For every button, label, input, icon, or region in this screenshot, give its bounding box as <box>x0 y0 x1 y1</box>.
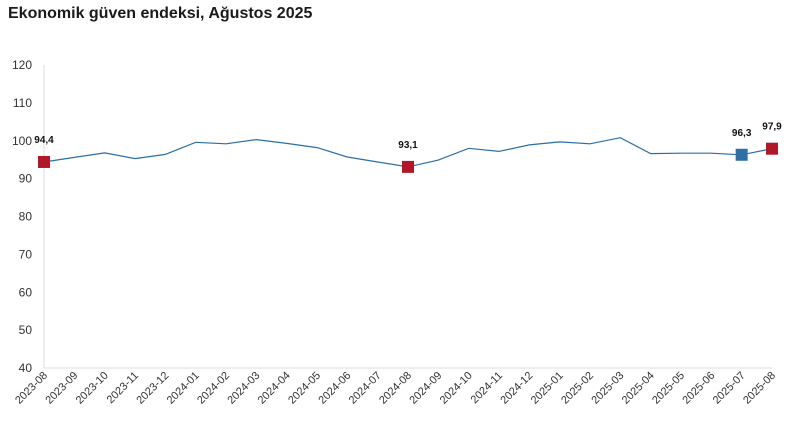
x-tick-label: 2025-04 <box>620 370 657 407</box>
highlight-marker <box>735 148 748 161</box>
x-tick-label: 2024-09 <box>407 370 444 407</box>
highlight-marker <box>38 155 50 168</box>
x-tick-label: 2024-03 <box>225 370 262 407</box>
data-label: 94,4 <box>34 135 54 146</box>
y-tick-label: 90 <box>19 172 33 186</box>
x-tick-label: 2024-05 <box>286 370 323 407</box>
highlight-marker <box>402 160 414 173</box>
x-axis: 2023-082023-092023-102023-112023-122024-… <box>13 367 778 407</box>
x-tick-label: 2025-05 <box>650 370 687 407</box>
x-tick-label: 2024-01 <box>165 370 202 407</box>
x-tick-label: 2024-06 <box>316 370 353 407</box>
x-tick-label: 2025-01 <box>529 370 566 407</box>
y-tick-label: 120 <box>12 58 32 72</box>
x-tick-label: 2024-10 <box>438 370 475 407</box>
data-label: 96,3 <box>732 128 752 139</box>
y-tick-label: 60 <box>19 285 33 299</box>
y-tick-label: 110 <box>13 96 32 110</box>
x-tick-label: 2024-08 <box>377 370 414 407</box>
x-tick-label: 2024-07 <box>347 370 384 407</box>
x-tick-label: 2025-07 <box>711 370 748 407</box>
y-tick-label: 50 <box>19 323 33 337</box>
x-tick-label: 2025-03 <box>589 370 626 407</box>
highlight-marker <box>766 142 778 155</box>
x-tick-label: 2023-10 <box>74 370 111 407</box>
x-tick-label: 2024-12 <box>498 370 535 407</box>
x-tick-label: 2023-09 <box>43 370 80 407</box>
data-label: 97,9 <box>762 122 782 133</box>
x-tick-label: 2023-12 <box>134 370 171 407</box>
x-tick-label: 2023-08 <box>13 370 50 407</box>
y-axis: 40 50 60 70 80 90 100 110 120 <box>12 58 45 375</box>
chart-title: Ekonomik güven endeksi, Ağustos 2025 <box>8 5 313 22</box>
y-tick-label: 100 <box>12 134 32 148</box>
plot-area: 94,4 93,1 96,3 97,9 <box>34 122 782 173</box>
y-tick-label: 70 <box>19 247 33 261</box>
x-tick-label: 2025-08 <box>741 370 778 407</box>
y-tick-label: 40 <box>19 361 33 375</box>
data-label: 93,1 <box>398 140 418 151</box>
y-tick-label: 80 <box>19 210 33 224</box>
x-tick-label: 2025-02 <box>559 370 596 407</box>
x-tick-label: 2024-02 <box>195 370 232 407</box>
x-tick-label: 2025-06 <box>680 370 717 407</box>
x-tick-label: 2024-04 <box>256 370 293 407</box>
